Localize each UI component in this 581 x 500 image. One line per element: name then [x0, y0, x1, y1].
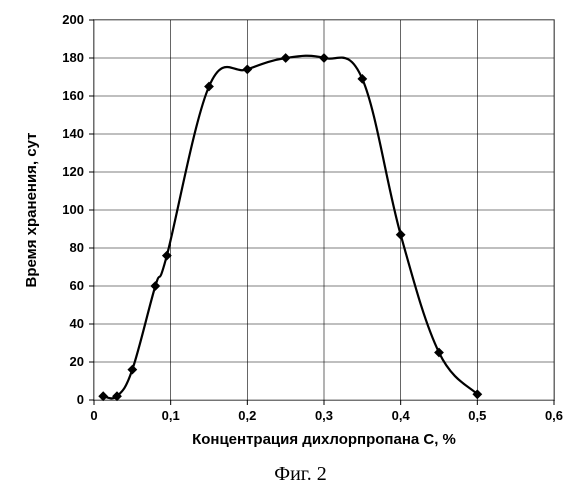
y-tick-label: 100	[62, 202, 84, 217]
y-tick-label: 120	[62, 164, 84, 179]
x-axis-label: Концентрация дихлорпропана С, %	[192, 431, 456, 448]
y-tick-label: 160	[62, 88, 84, 103]
y-tick-label: 180	[62, 50, 84, 65]
y-tick-label: 20	[70, 354, 84, 369]
y-tick-label: 80	[70, 240, 84, 255]
x-tick-label: 0,4	[392, 408, 411, 423]
x-tick-label: 0,5	[468, 408, 486, 423]
y-tick-label: 140	[62, 126, 84, 141]
y-tick-label: 60	[70, 278, 84, 293]
storage-time-chart: 0 0,1 0,2 0,3 0,4 0,5 0,6 0 20 40 60 80 100 120 140 160…	[0, 0, 581, 500]
y-tick-label: 200	[62, 12, 84, 27]
figure-caption: Фиг. 2	[274, 463, 326, 485]
y-tick-label: 40	[70, 316, 84, 331]
chart-container: 0 0,1 0,2 0,3 0,4 0,5 0,6 0 20 40 60 80 100 120 140 160…	[0, 0, 581, 500]
x-tick-label: 0,2	[238, 408, 256, 423]
y-axis-label: Время хранения, сут	[23, 133, 40, 288]
x-tick-label: 0,1	[162, 408, 180, 423]
x-tick-label: 0,3	[315, 408, 333, 423]
x-tick-label: 0,6	[545, 408, 563, 423]
x-tick-label: 0	[90, 408, 97, 423]
y-tick-label: 0	[77, 392, 84, 407]
